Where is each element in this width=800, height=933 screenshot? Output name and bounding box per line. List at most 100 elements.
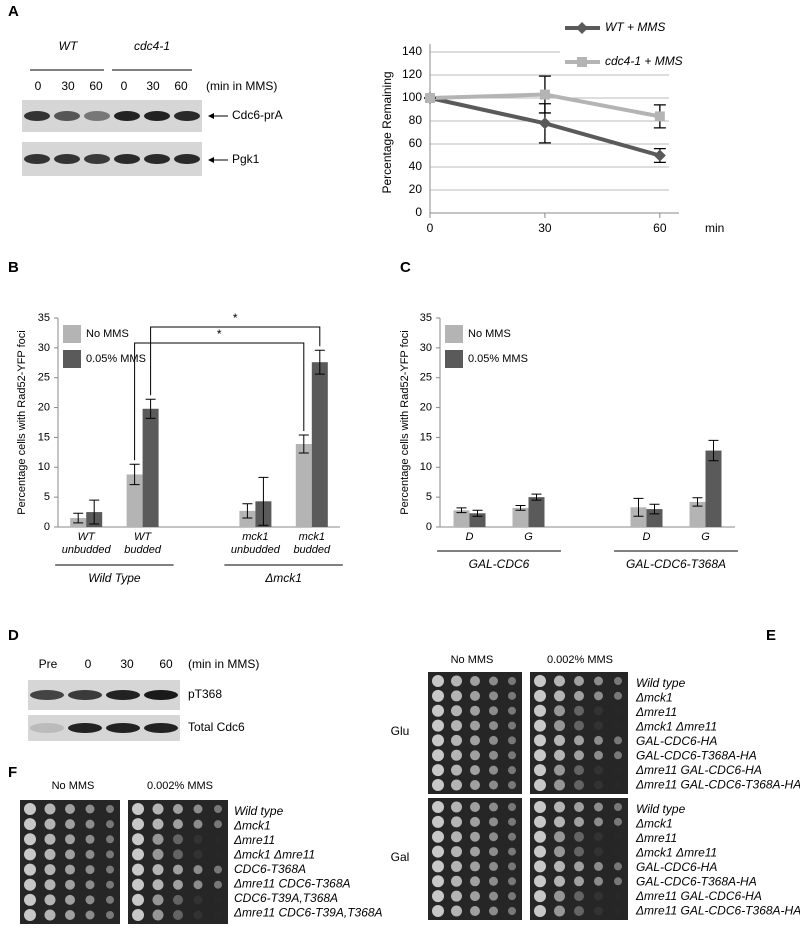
- plate: [530, 798, 628, 920]
- strain-label: Δmre11 GAL-CDC6-T368A-HA: [635, 904, 800, 918]
- colony-spot: [554, 749, 565, 761]
- error-bar: [649, 503, 660, 515]
- colony-spot: [44, 894, 56, 906]
- colony-spot: [489, 847, 498, 857]
- colony-spot: [554, 890, 565, 902]
- colony-spot: [534, 815, 546, 828]
- bar: [689, 501, 706, 527]
- colony-spot: [554, 905, 565, 917]
- group-label: GAL-CDC6: [469, 557, 530, 571]
- strain-label: Δmck1 Δmre11: [233, 848, 315, 862]
- colony-spot: [132, 909, 144, 921]
- colony-spot: [534, 704, 546, 717]
- colony-spot: [574, 861, 584, 872]
- colony-spot: [451, 705, 462, 717]
- strain-label: Δmck1: [635, 817, 673, 831]
- y-tick-label: 100: [402, 90, 422, 104]
- colony-spot: [470, 720, 480, 731]
- blot-band: [144, 111, 170, 121]
- bar: [239, 510, 256, 527]
- colony-spot: [132, 893, 144, 906]
- colony-spot: [193, 895, 203, 905]
- time-label: Pre: [39, 657, 58, 671]
- error-bar: [531, 493, 542, 501]
- colony-spot: [574, 780, 584, 790]
- colony-spot: [594, 906, 603, 916]
- colony-spot: [489, 721, 498, 731]
- plate: [530, 672, 628, 794]
- bar: [528, 497, 545, 527]
- point: [539, 89, 550, 100]
- blot-band: [54, 154, 80, 164]
- blot-band: [174, 154, 200, 164]
- blot: [22, 142, 202, 176]
- y-axis-label: Percentage cells with Rad52-YFP foci: [16, 330, 28, 514]
- colony-spot: [574, 676, 584, 686]
- point: [654, 111, 665, 122]
- blot-band: [68, 723, 102, 733]
- colony-spot: [451, 860, 462, 872]
- unit-label: (min in MMS): [206, 79, 277, 93]
- colony-spot: [193, 819, 203, 829]
- legend-marker: [577, 57, 587, 67]
- y-tick-label: 15: [38, 431, 50, 443]
- colony-spot: [152, 894, 164, 906]
- blot-band: [84, 111, 110, 121]
- condition-label: No MMS: [52, 780, 95, 792]
- colony-spot: [132, 878, 144, 891]
- colony-spot: [594, 861, 603, 871]
- error-bar: [145, 398, 156, 419]
- strain-label: GAL-CDC6-T368A-HA: [636, 875, 757, 889]
- category-label: D: [642, 531, 651, 543]
- category-label-box: WT budded: [124, 531, 161, 556]
- colony-spot: [534, 890, 546, 903]
- colony-spot: [470, 891, 480, 902]
- colony-spot: [44, 848, 56, 860]
- colony-spot: [614, 817, 622, 826]
- colony-spot: [24, 878, 36, 891]
- bar: [126, 474, 143, 527]
- colony-spot: [594, 802, 603, 812]
- bar: [311, 362, 328, 527]
- category-label: mck1 unbudded: [230, 531, 280, 556]
- error-bar: [298, 434, 309, 454]
- colony-spot: [614, 877, 622, 886]
- colony-spot: [489, 832, 498, 842]
- strain-label: Δmre11 GAL-CDC6-T368A-HA: [635, 778, 800, 792]
- colony-spot: [594, 832, 603, 842]
- significance-bracket: [150, 326, 321, 396]
- colony-spot: [574, 705, 584, 716]
- strain-label: Δmre11 GAL-CDC6-HA: [635, 763, 762, 777]
- colony-spot: [106, 865, 114, 874]
- strain-label: Δmre11: [233, 833, 275, 847]
- y-tick-label: 25: [420, 372, 432, 384]
- band-label: Pgk1: [232, 152, 260, 166]
- blot-band: [24, 154, 50, 164]
- colony-spot: [24, 893, 36, 906]
- strain-label: Δmre11: [635, 831, 677, 845]
- colony-spot: [614, 803, 622, 811]
- x-tick-label: 60: [653, 221, 667, 235]
- colony-spot: [65, 864, 75, 875]
- category-label-box: mck1 unbudded: [230, 531, 280, 556]
- y-tick-label: 40: [409, 159, 423, 173]
- colony-spot: [534, 749, 546, 762]
- colony-spot: [574, 906, 584, 916]
- unit-label: (min in MMS): [188, 657, 259, 671]
- blot: [22, 100, 202, 132]
- colony-spot: [489, 780, 498, 790]
- colony-spot: [508, 721, 516, 730]
- colony-spot: [214, 865, 222, 874]
- colony-spot: [24, 803, 36, 815]
- colony-spot: [489, 802, 498, 812]
- colony-spot: [489, 691, 498, 701]
- colony-spot: [614, 721, 622, 730]
- legend-swatch: [445, 325, 463, 343]
- colony-spot: [489, 750, 498, 760]
- strain-label: Δmck1: [635, 691, 673, 705]
- colony-spot: [432, 719, 444, 732]
- colony-spot: [173, 819, 183, 830]
- colony-spot: [554, 675, 565, 687]
- colony-spot: [432, 905, 444, 917]
- colony-spot: [614, 892, 622, 901]
